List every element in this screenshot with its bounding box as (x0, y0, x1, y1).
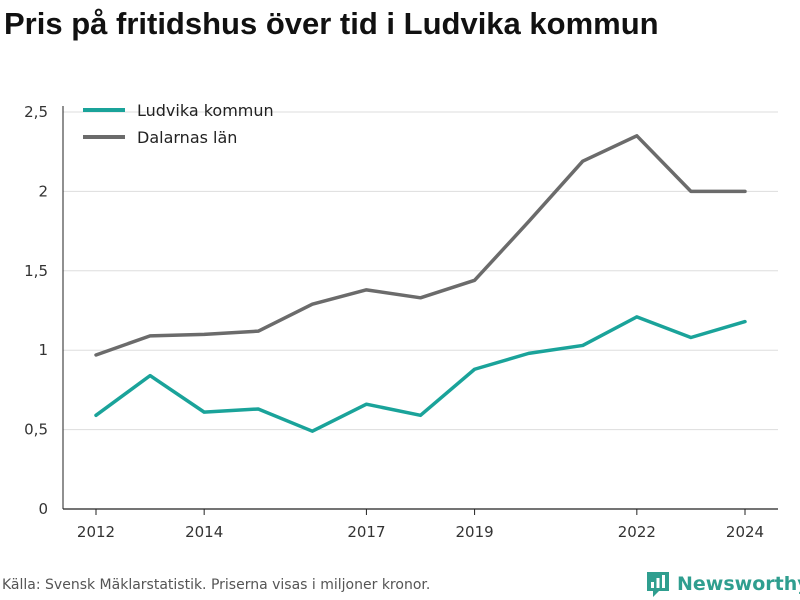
chart-title: Pris på fritidshus över tid i Ludvika ko… (4, 6, 659, 41)
x-tick-label: 2024 (726, 523, 764, 541)
x-tick-label: 2022 (618, 523, 656, 541)
y-tick-label: 0 (38, 500, 48, 518)
newsworthy-icon (647, 572, 669, 597)
brand-name: Newsworthy (677, 573, 800, 595)
y-tick-label: 2,5 (24, 103, 48, 121)
series-line (94, 315, 747, 433)
source-note: Källa: Svensk Mäklarstatistik. Priserna … (2, 577, 431, 593)
x-tick-label: 2012 (77, 523, 115, 541)
brand-logo: Newsworthy (645, 570, 800, 598)
y-tick-label: 0,5 (24, 421, 48, 439)
y-tick-label: 1,5 (24, 262, 48, 280)
x-tick-label: 2014 (185, 523, 223, 541)
y-tick-label: 1 (38, 341, 48, 359)
legend-label: Dalarnas län (137, 128, 237, 147)
y-tick-label: 2 (38, 182, 48, 200)
series-line (94, 134, 747, 357)
x-tick-label: 2019 (455, 523, 493, 541)
legend-label: Ludvika kommun (137, 101, 274, 120)
x-tick-label: 2017 (347, 523, 385, 541)
